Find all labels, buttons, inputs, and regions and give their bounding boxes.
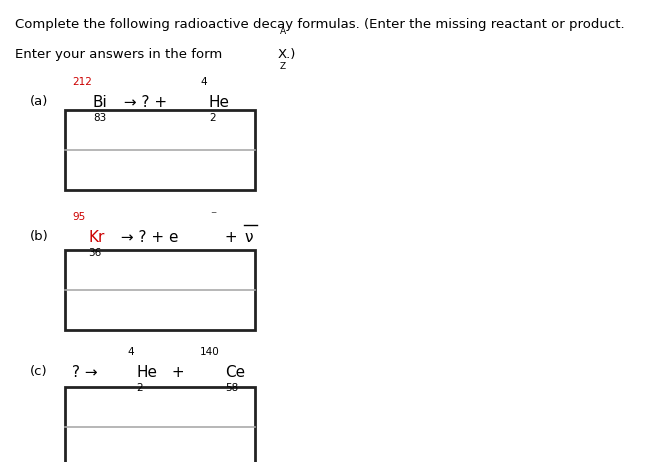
Text: (b): (b) bbox=[30, 230, 49, 243]
Text: 2: 2 bbox=[209, 113, 216, 123]
Bar bbox=[65, 387, 255, 462]
Text: 4: 4 bbox=[200, 77, 206, 87]
Text: → ? +: → ? + bbox=[119, 95, 172, 110]
Text: He: He bbox=[136, 365, 157, 380]
Text: 58: 58 bbox=[225, 383, 238, 393]
Text: → ? + e: → ? + e bbox=[116, 230, 178, 245]
Text: Bi: Bi bbox=[93, 95, 108, 110]
Text: 83: 83 bbox=[93, 113, 107, 123]
Text: Complete the following radioactive decay formulas. (Enter the missing reactant o: Complete the following radioactive decay… bbox=[15, 18, 625, 31]
Text: Ce: Ce bbox=[225, 365, 245, 380]
Text: 2: 2 bbox=[136, 383, 143, 393]
Bar bbox=[65, 110, 255, 190]
Text: Enter your answers in the form: Enter your answers in the form bbox=[15, 48, 230, 61]
Text: Z: Z bbox=[280, 62, 286, 71]
Text: 140: 140 bbox=[200, 347, 220, 357]
Text: 95: 95 bbox=[72, 212, 85, 222]
Text: ⁻: ⁻ bbox=[210, 209, 216, 222]
Text: A: A bbox=[280, 27, 286, 36]
Text: ? →: ? → bbox=[72, 365, 103, 380]
Text: He: He bbox=[209, 95, 230, 110]
Text: 4: 4 bbox=[127, 347, 134, 357]
Text: 36: 36 bbox=[88, 248, 101, 258]
Text: 212: 212 bbox=[72, 77, 92, 87]
Text: +: + bbox=[167, 365, 190, 380]
Text: (a): (a) bbox=[30, 95, 49, 108]
Text: Kr: Kr bbox=[88, 230, 105, 245]
Text: ν: ν bbox=[244, 230, 252, 245]
Text: X.): X.) bbox=[278, 48, 296, 61]
Text: (c): (c) bbox=[30, 365, 48, 378]
Bar bbox=[65, 250, 255, 330]
Text: +: + bbox=[220, 230, 242, 245]
